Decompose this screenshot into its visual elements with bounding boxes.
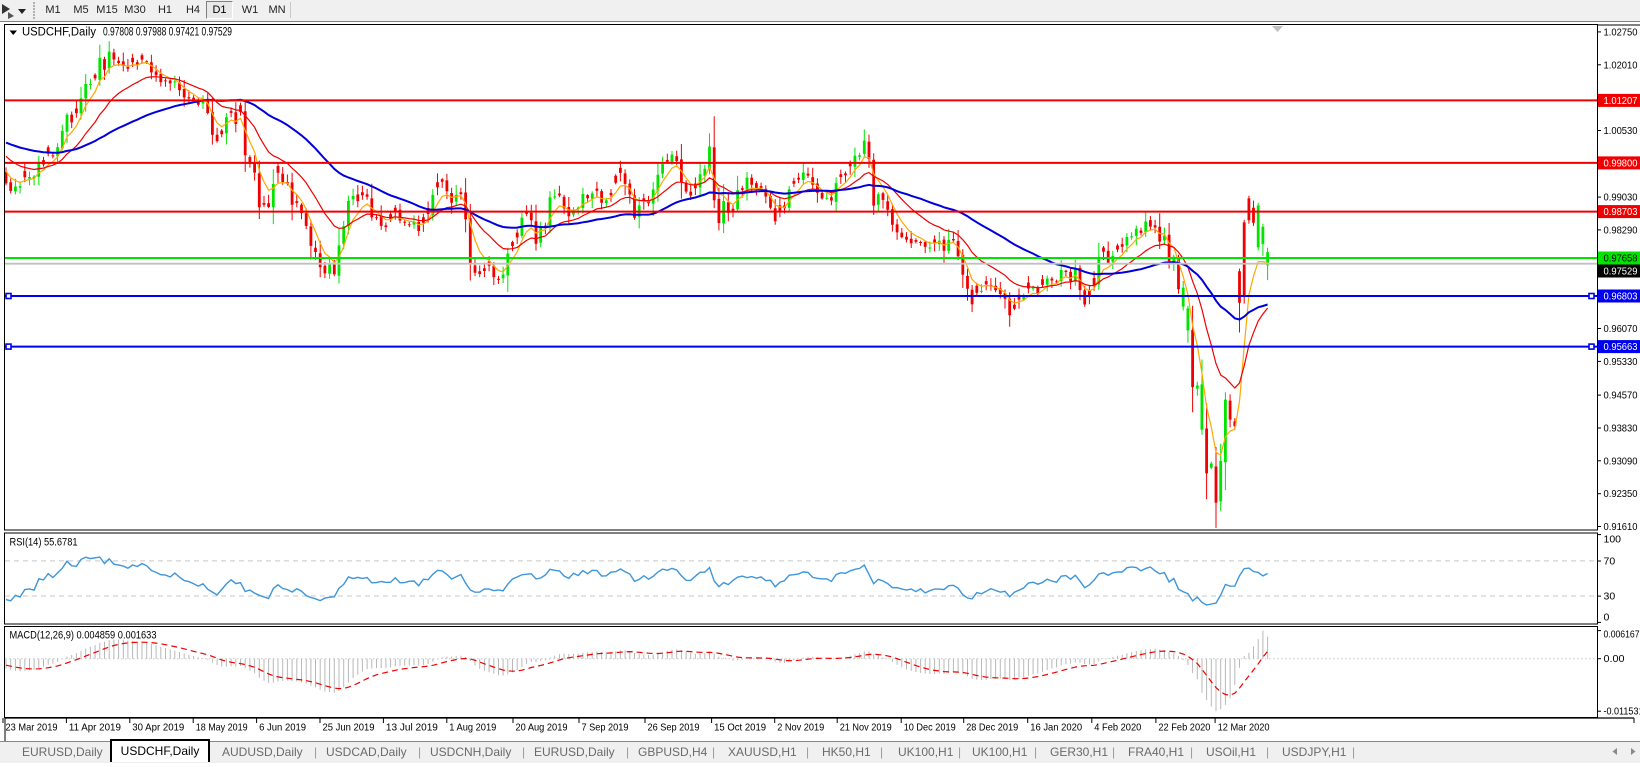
svg-text:6 Jun 2019: 6 Jun 2019: [259, 722, 306, 734]
svg-text:16 Jan 2020: 16 Jan 2020: [1030, 722, 1082, 734]
svg-text:1.02750: 1.02750: [1604, 26, 1638, 38]
svg-text:22 Feb 2020: 22 Feb 2020: [1158, 722, 1210, 734]
svg-text:1.01207: 1.01207: [1604, 95, 1638, 107]
svg-text:0.99800: 0.99800: [1604, 157, 1638, 169]
svg-text:0: 0: [1604, 612, 1610, 624]
svg-text:25 Jun 2019: 25 Jun 2019: [323, 722, 375, 734]
svg-text:10 Dec 2019: 10 Dec 2019: [904, 722, 956, 734]
svg-text:18 May 2019: 18 May 2019: [196, 722, 248, 734]
svg-text:0.96803: 0.96803: [1604, 291, 1638, 303]
svg-text:4 Feb 2020: 4 Feb 2020: [1094, 722, 1141, 734]
svg-text:0.95663: 0.95663: [1604, 341, 1638, 353]
svg-text:USDCHF,Daily: USDCHF,Daily: [22, 27, 96, 39]
svg-text:0.97808 0.97988 0.97421 0.9752: 0.97808 0.97988 0.97421 0.97529: [103, 27, 232, 39]
svg-text:11 Apr 2019: 11 Apr 2019: [69, 722, 121, 734]
svg-text:MACD(12,26,9) 0.004859 0.00163: MACD(12,26,9) 0.004859 0.001633: [10, 630, 157, 642]
svg-text:0.98290: 0.98290: [1604, 224, 1638, 236]
svg-text:30 Apr 2019: 30 Apr 2019: [132, 722, 184, 734]
svg-text:100: 100: [1604, 534, 1622, 546]
svg-text:20 Aug 2019: 20 Aug 2019: [516, 722, 568, 734]
svg-text:0.97658: 0.97658: [1604, 253, 1638, 265]
svg-text:12 Mar 2020: 12 Mar 2020: [1218, 722, 1270, 734]
svg-text:23 Mar 2019: 23 Mar 2019: [6, 722, 58, 734]
svg-text:70: 70: [1604, 556, 1616, 568]
svg-text:0.94570: 0.94570: [1604, 390, 1638, 402]
svg-text:0.99030: 0.99030: [1604, 192, 1638, 204]
svg-text:2 Nov 2019: 2 Nov 2019: [777, 722, 824, 734]
svg-text:0.97529: 0.97529: [1604, 266, 1638, 278]
svg-text:26 Sep 2019: 26 Sep 2019: [648, 722, 700, 734]
svg-text:13 Jul 2019: 13 Jul 2019: [386, 722, 438, 734]
svg-text:7 Sep 2019: 7 Sep 2019: [582, 722, 629, 734]
svg-text:1 Aug 2019: 1 Aug 2019: [449, 722, 496, 734]
svg-text:0.006167: 0.006167: [1604, 629, 1640, 641]
svg-text:28 Dec 2019: 28 Dec 2019: [966, 722, 1018, 734]
svg-text:0.93090: 0.93090: [1604, 455, 1638, 467]
svg-text:0.95330: 0.95330: [1604, 356, 1638, 368]
svg-text:30: 30: [1604, 591, 1616, 603]
svg-text:0.91610: 0.91610: [1604, 521, 1638, 533]
svg-text:0.93830: 0.93830: [1604, 423, 1638, 435]
svg-text:15 Oct 2019: 15 Oct 2019: [714, 722, 766, 734]
svg-text:-0.011531: -0.011531: [1604, 706, 1640, 718]
svg-text:1.00530: 1.00530: [1604, 125, 1638, 137]
svg-text:0.96070: 0.96070: [1604, 323, 1638, 335]
svg-text:0.92350: 0.92350: [1604, 488, 1638, 500]
svg-text:RSI(14) 55.6781: RSI(14) 55.6781: [10, 537, 78, 549]
svg-text:1.02010: 1.02010: [1604, 59, 1638, 71]
svg-text:0.98703: 0.98703: [1604, 206, 1638, 218]
svg-text:0.00: 0.00: [1604, 653, 1625, 665]
svg-text:21 Nov 2019: 21 Nov 2019: [840, 722, 892, 734]
